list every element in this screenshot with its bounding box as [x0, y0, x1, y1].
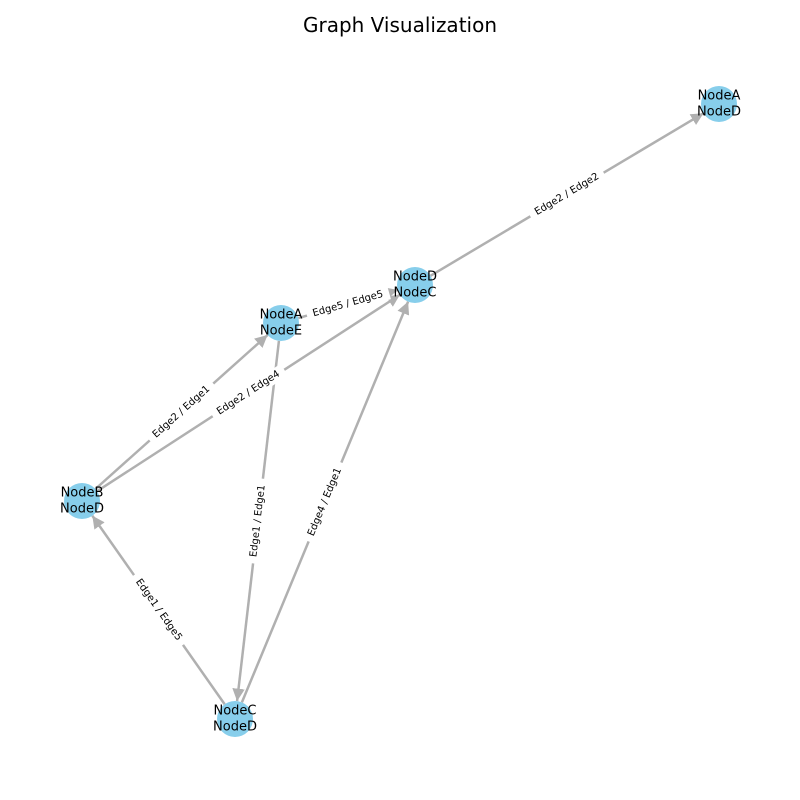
edge-label-background	[128, 571, 189, 649]
node-label: NodeA	[698, 89, 741, 104]
edge-label-group: Edge2 / Edge2	[526, 166, 608, 223]
edge-label-group: Edge1 / Edge5	[128, 571, 189, 649]
edge-label: Edge1 / Edge5	[133, 577, 184, 643]
edge-label-background	[305, 285, 391, 323]
node-label: NodeC	[213, 704, 256, 719]
node-label: NodeD	[697, 105, 741, 120]
node-label: NodeE	[260, 324, 302, 339]
node-circle	[397, 267, 433, 303]
node-circle	[263, 305, 299, 341]
node-label: NodeD	[393, 270, 437, 285]
edge-label-background	[246, 477, 270, 565]
node-circle	[217, 701, 253, 737]
node-label: NodeD	[60, 502, 104, 517]
node-label: NodeC	[393, 286, 436, 301]
node-label: NodeB	[61, 486, 104, 501]
node-circle	[64, 483, 100, 519]
edge-label-background	[145, 378, 218, 446]
node-circle	[701, 86, 737, 122]
graph-title: Graph Visualization	[303, 13, 497, 37]
edge-label-group: Edge2 / Edge4	[208, 363, 289, 423]
edge-label: Edge2 / Edge1	[151, 384, 213, 441]
node-label: NodeD	[213, 720, 257, 735]
edge-label-background	[302, 459, 348, 545]
edge-label: Edge4 / Edge1	[306, 466, 344, 537]
edge-label-background	[526, 166, 608, 223]
edge-label-background	[208, 363, 289, 423]
edge-label: Edge2 / Edge2	[533, 171, 601, 218]
node-label: NodeA	[260, 308, 303, 323]
edge-label-group: Edge1 / Edge1	[246, 477, 270, 565]
edge-label-group: Edge4 / Edge1	[302, 459, 348, 545]
edge-label-group: Edge5 / Edge5	[305, 285, 391, 323]
nodes-layer: NodeANodeDNodeDNodeCNodeANodeENodeBNodeD…	[60, 86, 741, 737]
